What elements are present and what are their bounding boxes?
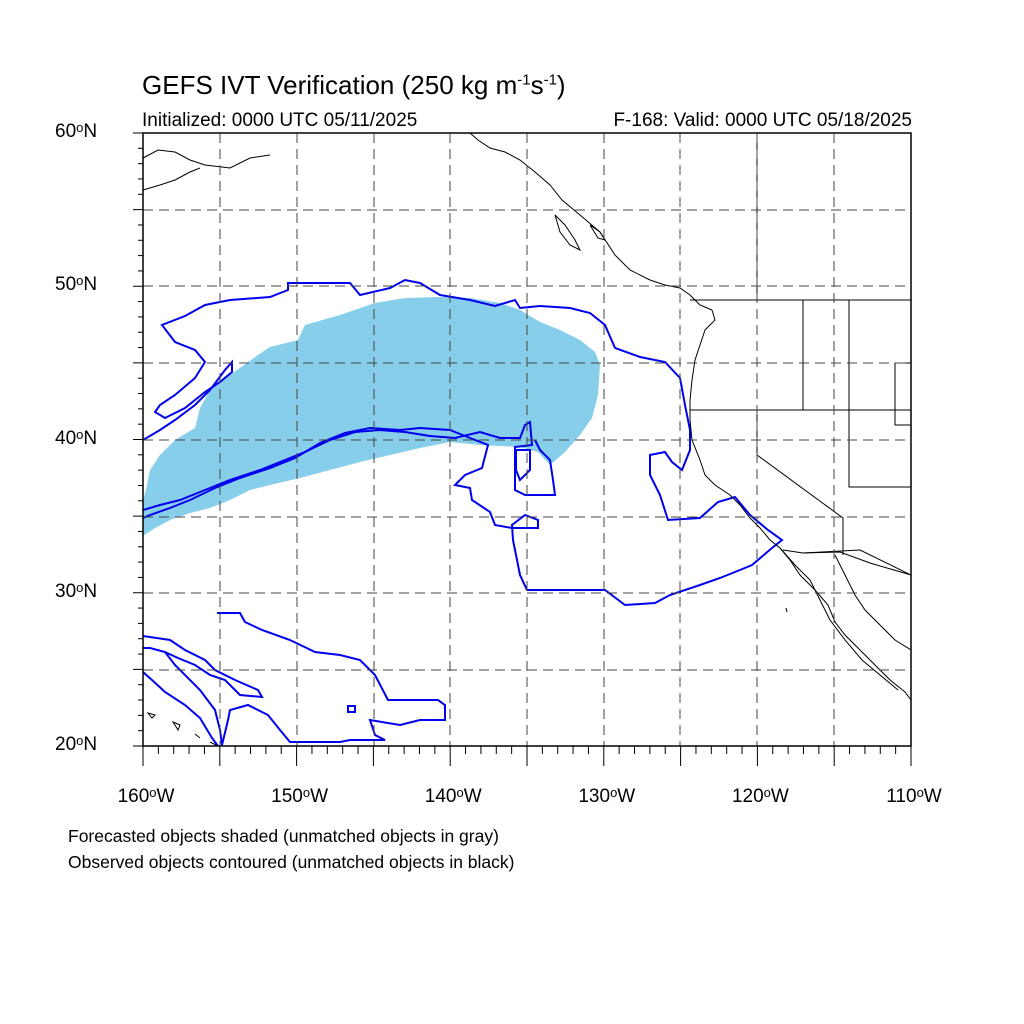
caption-forecast: Forecasted objects shaded (unmatched obj… xyxy=(68,826,499,846)
island-guadalupe xyxy=(785,607,788,613)
observed-ivt-object-west-edge xyxy=(143,420,557,511)
lon-label-110: 110oW xyxy=(886,785,942,807)
observed-ivt-object-south xyxy=(143,612,446,746)
lon-label-120: 120oW xyxy=(731,785,789,807)
forecast-ivt-object xyxy=(143,297,600,536)
lon-label-150: 150oW xyxy=(271,785,329,807)
map-title: GEFS IVT Verification (250 kg m-1s-1) xyxy=(142,70,566,100)
lon-label-160: 160oW xyxy=(117,785,175,807)
observed-ivt-object-southwest xyxy=(143,635,264,699)
lon-label-130: 130oW xyxy=(578,785,636,807)
observed-ivt-object-small xyxy=(347,705,356,713)
lat-label-30: 30oN xyxy=(55,579,98,602)
observed-ivt-object-inner xyxy=(515,449,531,482)
valid-time-label: F-168: Valid: 0000 UTC 05/18/2025 xyxy=(613,110,912,131)
lat-label-40: 40oN xyxy=(55,426,98,449)
lon-label-140: 140oW xyxy=(424,785,482,807)
coastline-gulf-california xyxy=(834,554,911,651)
coastline-alaska xyxy=(143,149,271,191)
us-mexico-border xyxy=(782,549,911,576)
init-time-label: Initialized: 0000 UTC 05/11/2025 xyxy=(142,110,418,131)
lat-label-20: 20oN xyxy=(55,733,98,755)
lat-label-60: 60oN xyxy=(55,120,98,142)
observed-ivt-object-main xyxy=(143,278,784,607)
lat-label-50: 50oN xyxy=(55,273,98,296)
coastline-alaska-panhandle xyxy=(469,133,713,311)
coastline-islands-bc xyxy=(554,214,607,252)
observed-ivt-object-southwest-2 xyxy=(143,671,219,746)
caption-observed: Observed objects contoured (unmatched ob… xyxy=(68,852,515,872)
coastline-us-west xyxy=(689,309,911,701)
coastline-hawaii xyxy=(146,712,217,746)
state-borders xyxy=(690,133,911,576)
coastline-baja xyxy=(779,547,899,691)
